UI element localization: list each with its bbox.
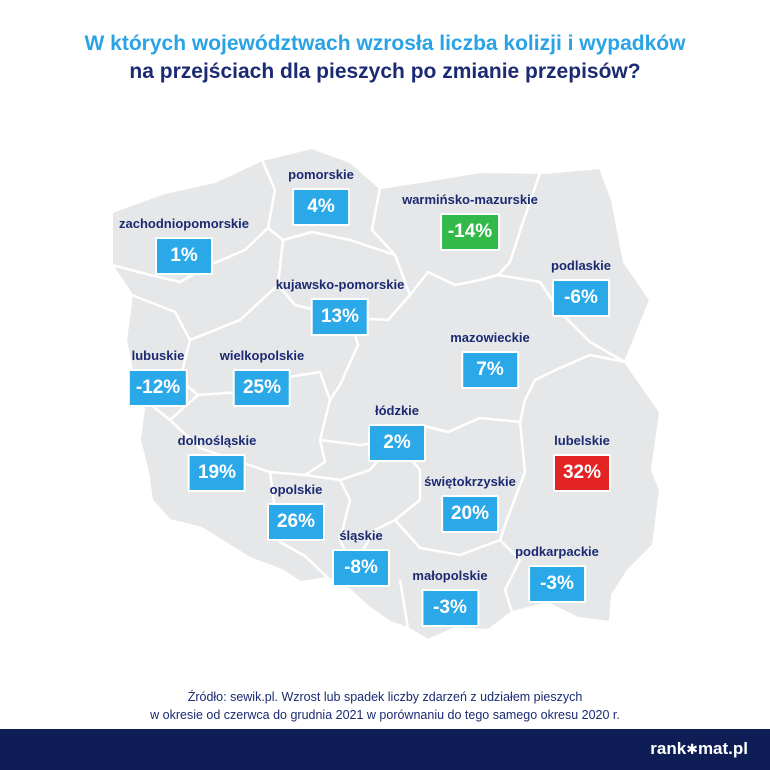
- region-value: 2%: [368, 424, 426, 462]
- region-name: zachodniopomorskie: [118, 216, 250, 231]
- logo-star-icon: ✱: [686, 741, 698, 757]
- region-value: -14%: [439, 213, 501, 251]
- region-name: mazowieckie: [450, 330, 530, 345]
- region-podkarpackie: podkarpackie -3%: [515, 544, 599, 603]
- region-swietokrzyskie: świętokrzyskie 20%: [424, 474, 516, 533]
- rankomat-logo[interactable]: rank✱mat.pl: [650, 739, 748, 759]
- region-pomorskie: pomorskie 4%: [288, 167, 354, 226]
- source-line-2: w okresie od czerwca do grudnia 2021 w p…: [150, 708, 620, 722]
- region-name: wielkopolskie: [219, 348, 305, 363]
- region-slaskie: śląskie -8%: [332, 528, 390, 587]
- region-value: -8%: [332, 549, 390, 587]
- region-name: świętokrzyskie: [424, 474, 516, 489]
- region-malopolskie: małopolskie -3%: [412, 568, 488, 627]
- region-name: łódzkie: [374, 403, 420, 418]
- region-mazowieckie: mazowieckie 7%: [450, 330, 530, 389]
- region-value: 20%: [441, 495, 499, 533]
- region-name: kujawsko-pomorskie: [275, 277, 405, 292]
- region-opolskie: opolskie 26%: [267, 482, 325, 541]
- title-line-2: na przejściach dla pieszych po zmianie p…: [129, 60, 641, 83]
- region-value: 25%: [232, 369, 291, 407]
- region-value: -12%: [127, 369, 189, 407]
- footer-bar: rank✱mat.pl: [0, 729, 770, 770]
- logo-text-part-1: rank: [650, 739, 687, 758]
- region-name: małopolskie: [412, 568, 488, 583]
- region-name: śląskie: [339, 528, 383, 543]
- region-value: -6%: [552, 279, 610, 317]
- region-warminsko-mazurskie: warmińsko-mazurskie -14%: [402, 192, 538, 251]
- region-wielkopolskie: wielkopolskie 25%: [219, 348, 305, 407]
- country-outline: [111, 146, 662, 642]
- region-name: lubuskie: [131, 348, 185, 363]
- region-value: 1%: [155, 237, 213, 275]
- region-value: 19%: [188, 454, 246, 492]
- title: W których województwach wzrosła liczba k…: [0, 30, 770, 86]
- logo-text-part-2: mat.pl: [697, 739, 748, 758]
- source-line-1: Źródło: sewik.pl. Wzrost lub spadek licz…: [187, 690, 583, 704]
- region-value: 32%: [553, 454, 611, 492]
- region-lubelskie: lubelskie 32%: [553, 433, 611, 492]
- region-kujawsko-pomorskie: kujawsko-pomorskie 13%: [275, 277, 405, 336]
- region-name: pomorskie: [288, 167, 354, 182]
- source-note: Źródło: sewik.pl. Wzrost lub spadek licz…: [0, 688, 770, 724]
- region-lubuskie: lubuskie -12%: [127, 348, 189, 407]
- region-name: podkarpackie: [515, 544, 599, 559]
- region-name: podlaskie: [551, 258, 611, 273]
- region-value: -3%: [527, 565, 586, 603]
- region-name: lubelskie: [554, 433, 610, 448]
- region-value: 7%: [461, 351, 519, 389]
- region-value: 26%: [267, 503, 325, 541]
- region-name: warmińsko-mazurskie: [402, 192, 538, 207]
- region-value: -3%: [420, 589, 479, 627]
- region-zachodniopomorskie: zachodniopomorskie 1%: [119, 216, 249, 275]
- region-name: opolskie: [269, 482, 323, 497]
- region-lodzkie: łódzkie 2%: [368, 403, 426, 462]
- region-value: 4%: [292, 188, 350, 226]
- region-value: 13%: [310, 298, 369, 336]
- region-podlaskie: podlaskie -6%: [551, 258, 611, 317]
- region-dolnoslaskie: dolnośląskie 19%: [177, 433, 257, 492]
- title-line-1: W których województwach wzrosła liczba k…: [84, 32, 686, 55]
- region-name: dolnośląskie: [177, 433, 257, 448]
